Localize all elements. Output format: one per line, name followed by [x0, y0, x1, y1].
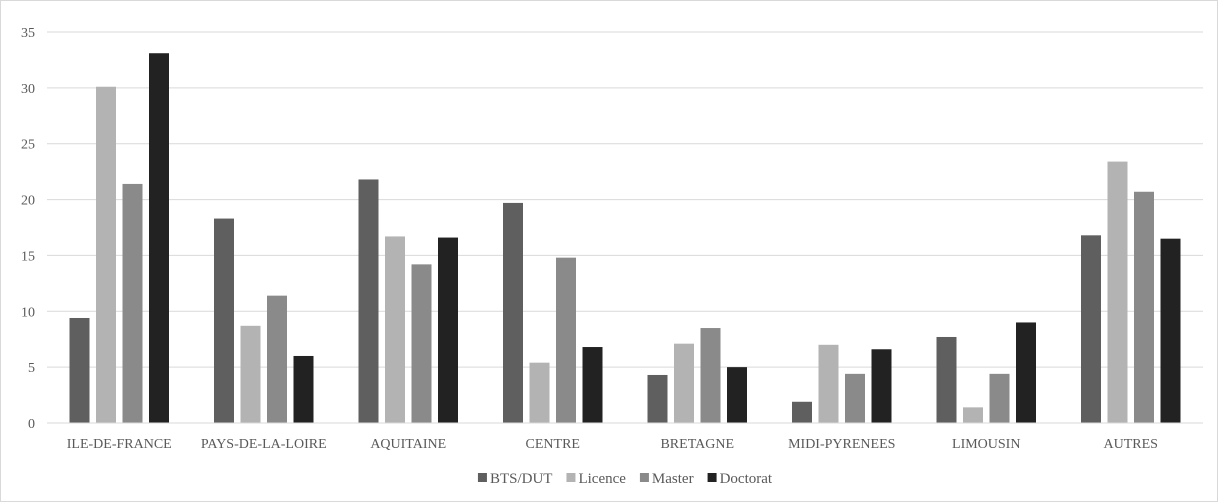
legend-item: Master [640, 471, 694, 487]
y-tick-label: 10 [21, 305, 35, 320]
bar-doctorat [1161, 239, 1181, 423]
bar-licence [819, 345, 839, 423]
x-axis: ILE-DE-FRANCE PAYS-DE-LA-LOIRE AQUITAINE CE… [47, 423, 1203, 452]
bar-doctorat [727, 367, 747, 423]
legend-swatch [640, 473, 649, 482]
bar-master [1134, 192, 1154, 423]
x-category-label: CENTRE [526, 437, 580, 452]
y-axis: 0 5 10 15 20 25 30 35 [21, 26, 35, 432]
bar-bts-dut [1081, 235, 1101, 423]
legend-label: BTS/DUT [490, 471, 553, 487]
bar-licence [1108, 162, 1128, 423]
bar-licence [241, 326, 261, 423]
x-category-label: ILE-DE-FRANCE [67, 437, 172, 452]
y-tick-label: 30 [21, 82, 35, 97]
x-category-label: LIMOUSIN [952, 437, 1020, 452]
bar-bts-dut [937, 337, 957, 423]
legend-swatch [566, 473, 575, 482]
bar-master [412, 264, 432, 423]
bar-doctorat [149, 53, 169, 423]
bar-doctorat [438, 238, 458, 423]
bar-master [556, 258, 576, 423]
y-tick-label: 20 [21, 194, 35, 209]
legend-label: Master [652, 471, 694, 487]
x-category-label: AUTRES [1104, 437, 1158, 452]
legend-item: Doctorat [708, 471, 773, 487]
bar-doctorat [1016, 322, 1036, 423]
x-category-label: BRETAGNE [660, 437, 734, 452]
bar-master [123, 184, 143, 423]
y-tick-label: 15 [21, 249, 35, 264]
bar-doctorat [294, 356, 314, 423]
bar-licence [963, 407, 983, 423]
legend: BTS/DUT Licence Master Doctorat [478, 471, 773, 487]
bar-bts-dut [648, 375, 668, 423]
x-category-label: AQUITAINE [370, 437, 446, 452]
bar-bts-dut [359, 179, 379, 423]
bar-master [990, 374, 1010, 423]
legend-swatch [478, 473, 487, 482]
bar-bts-dut [214, 219, 234, 423]
y-tick-label: 25 [21, 138, 35, 153]
legend-item: Licence [566, 471, 626, 487]
bar-licence [96, 87, 116, 423]
bar-master [267, 296, 287, 423]
y-tick-label: 35 [21, 26, 35, 41]
bar-doctorat [872, 349, 892, 423]
bar-doctorat [583, 347, 603, 423]
bar-bts-dut [792, 402, 812, 423]
bar-licence [674, 344, 694, 423]
legend-item: BTS/DUT [478, 471, 553, 487]
y-tick-label: 0 [28, 417, 35, 432]
legend-label: Doctorat [720, 471, 773, 487]
bar-licence [530, 363, 550, 423]
y-tick-label: 5 [28, 361, 35, 376]
x-category-label: MIDI-PYRENEES [788, 437, 895, 452]
bar-master [845, 374, 865, 423]
bar-bts-dut [70, 318, 90, 423]
legend-label: Licence [578, 471, 626, 487]
legend-swatch [708, 473, 717, 482]
x-category-label: PAYS-DE-LA-LOIRE [201, 437, 327, 452]
bar-master [701, 328, 721, 423]
bar-licence [385, 236, 405, 423]
bar-bts-dut [503, 203, 523, 423]
